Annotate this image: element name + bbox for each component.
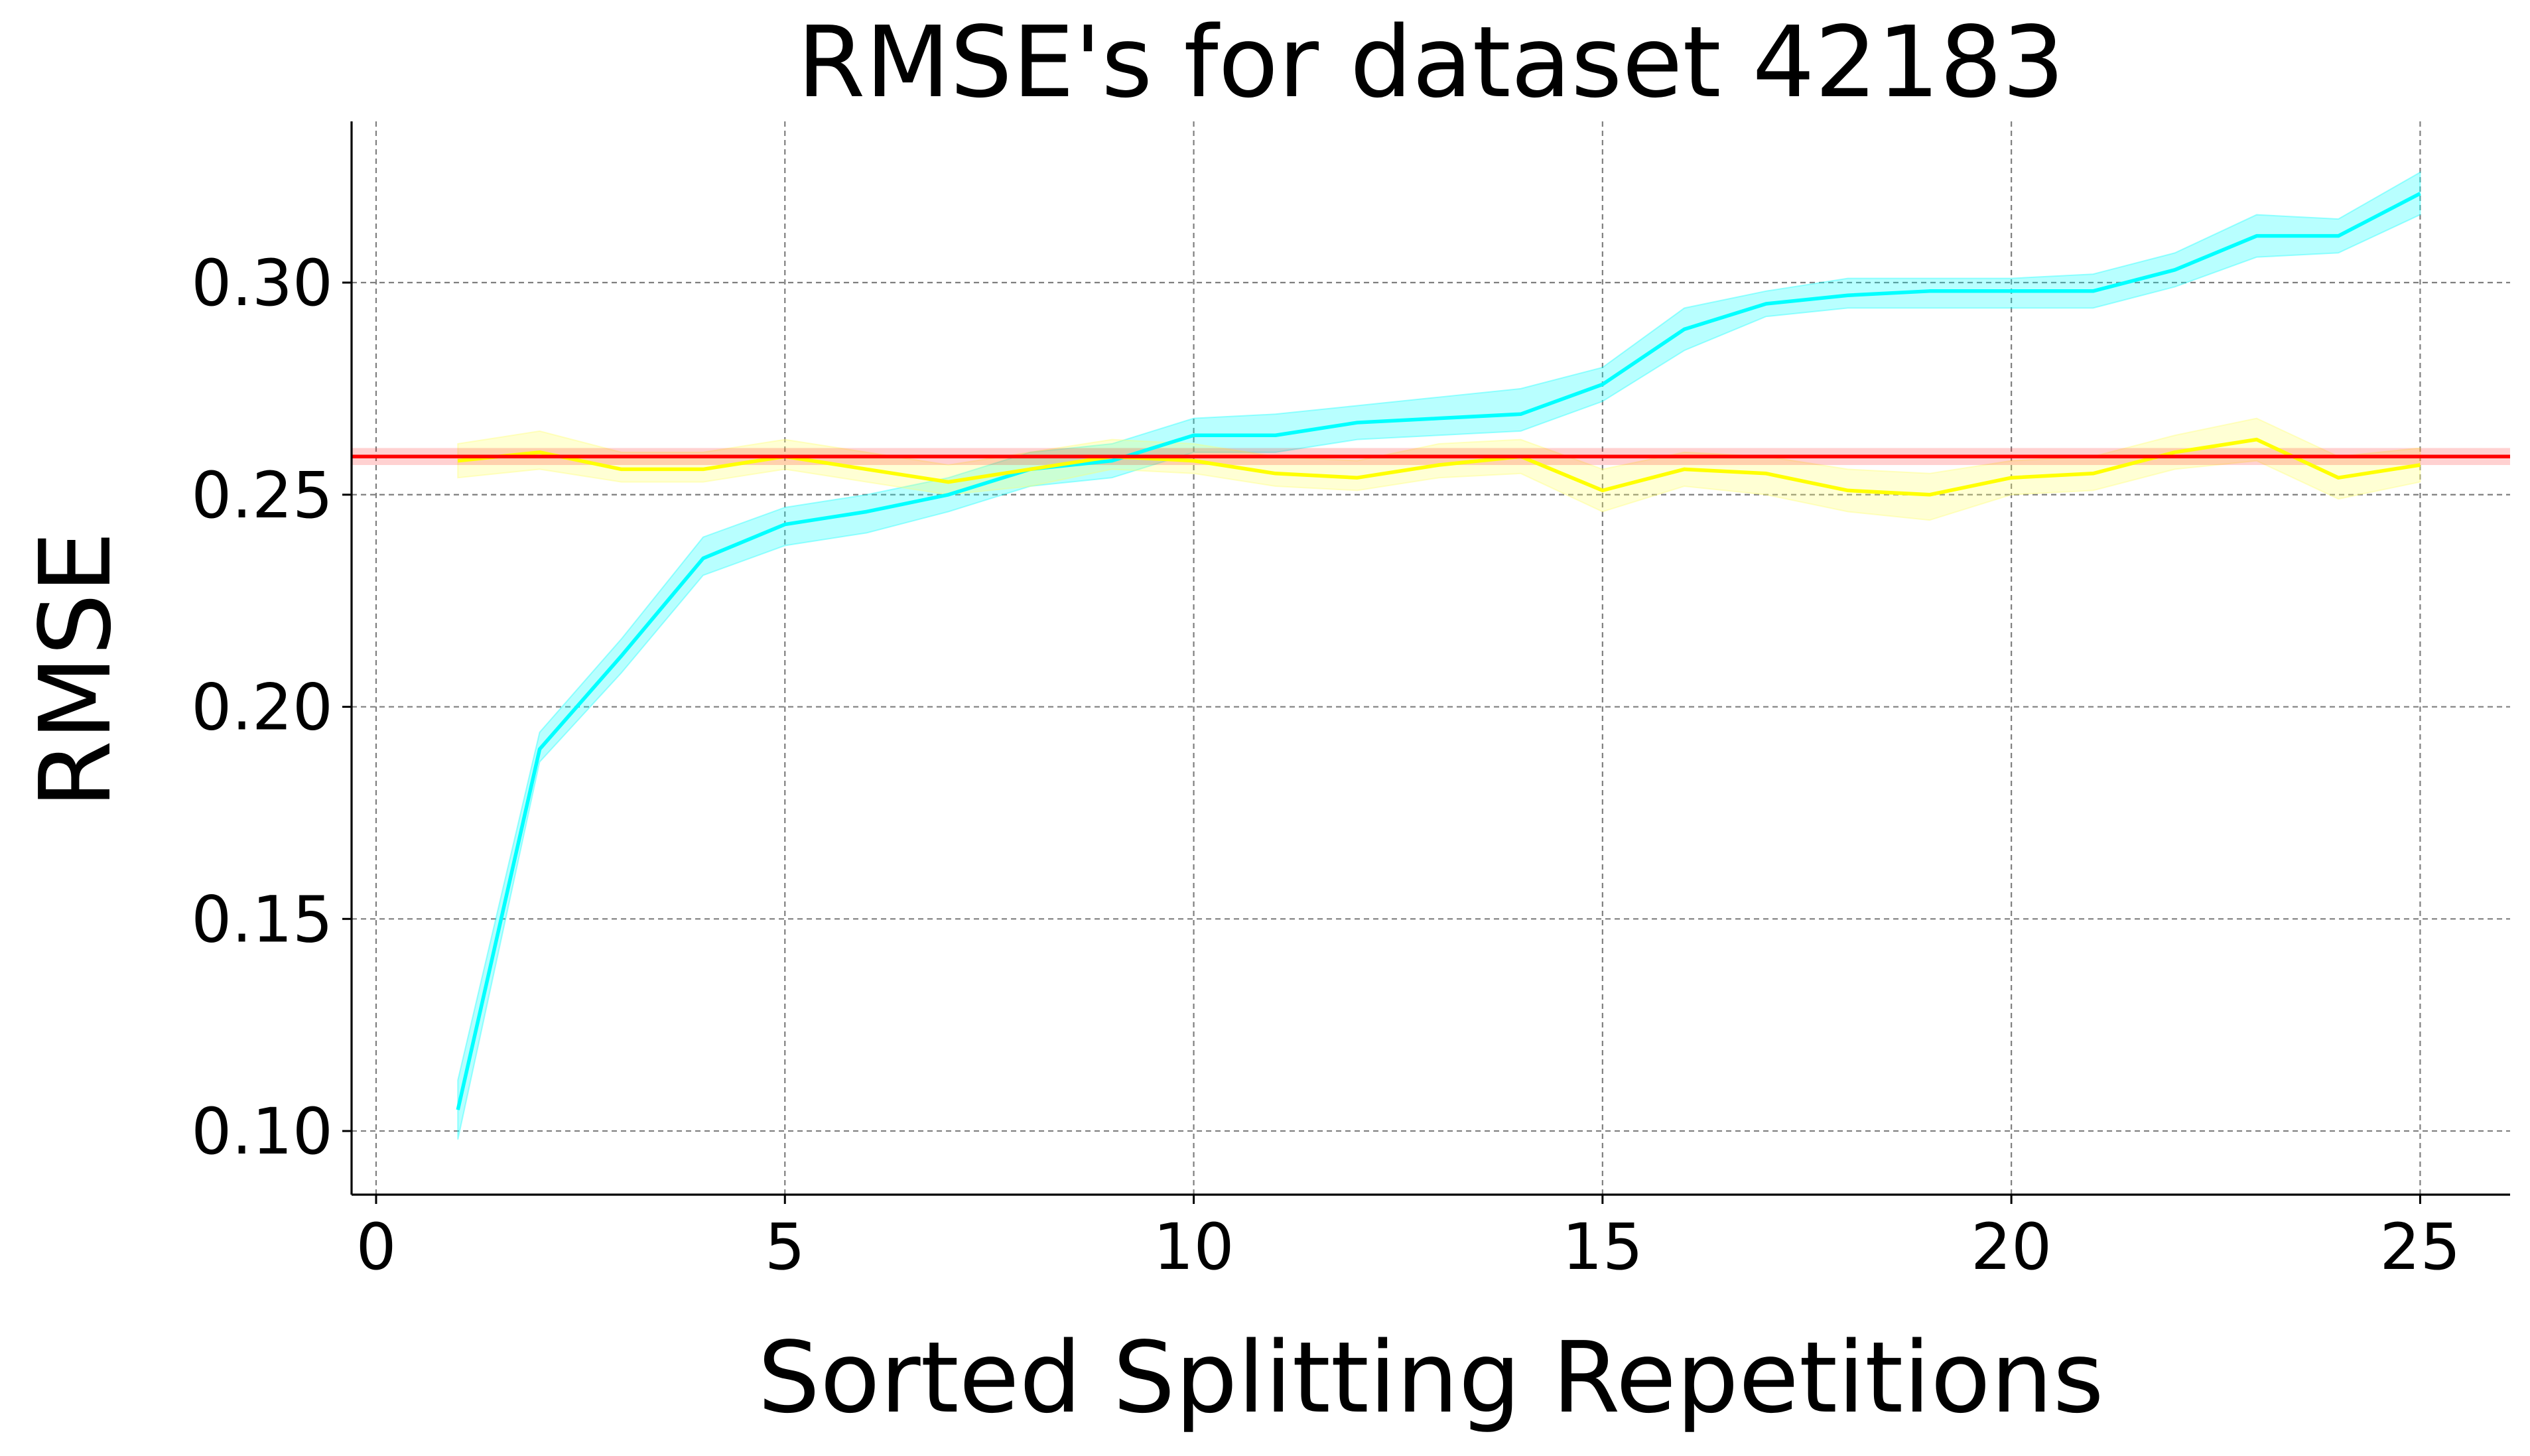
axes [342,121,2510,1204]
series-1-band [457,171,2421,1140]
x-tick-label: 25 [2379,1210,2460,1284]
series-1-line [456,192,2421,1110]
y-tick-label: 0.30 [191,246,333,320]
x-tick-label: 0 [356,1210,396,1284]
chart-title: RMSE's for dataset 42183 [797,5,2065,119]
series-lines [352,192,2510,1110]
x-tick-label: 15 [1562,1210,1643,1284]
x-tick-label: 5 [765,1210,805,1284]
y-tick-label: 0.15 [191,882,333,957]
y-axis-label: RMSE [19,531,133,809]
x-tick-label: 20 [1971,1210,2052,1284]
y-tick-label: 0.10 [191,1094,333,1169]
tick-labels: 0 5 10 15 20 25 0.10 0.15 0.20 0.25 0.30 [191,246,2460,1284]
x-axis-label: Sorted Splitting Repetitions [758,1321,2104,1435]
y-tick-label: 0.20 [191,671,333,745]
grid [352,121,2510,1195]
y-tick-label: 0.25 [191,458,333,533]
x-tick-label: 10 [1153,1210,1234,1284]
